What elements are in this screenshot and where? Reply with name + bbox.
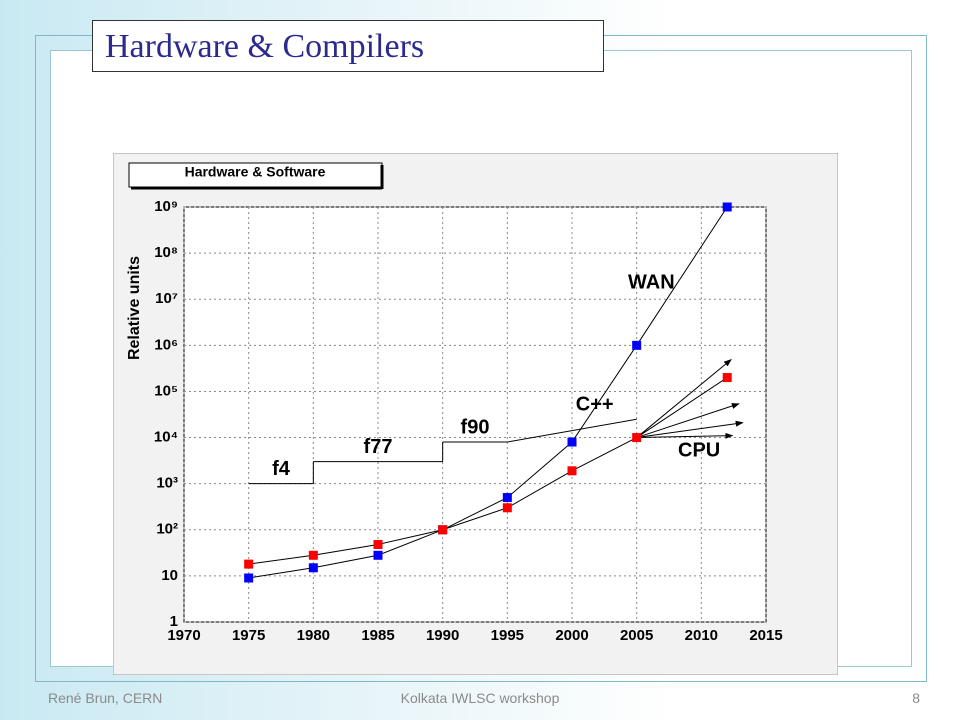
chart-title: Hardware & Software xyxy=(185,164,326,180)
data-point xyxy=(308,550,318,560)
projection-arrow xyxy=(636,403,740,439)
data-point xyxy=(244,559,254,569)
data-point xyxy=(567,437,577,447)
data-point xyxy=(722,373,732,383)
data-point xyxy=(502,493,512,503)
projection-arrow xyxy=(636,432,734,439)
compiler-segment xyxy=(507,418,637,443)
y-tick-label: 10⁶ xyxy=(154,336,178,353)
y-tick-label: 10³ xyxy=(156,475,178,492)
data-point xyxy=(632,340,642,350)
x-tick-label: 2005 xyxy=(620,627,653,644)
footer-center: Kolkata IWLSC workshop xyxy=(400,690,560,706)
data-point xyxy=(308,563,318,573)
data-point xyxy=(373,550,383,560)
data-point xyxy=(244,573,254,583)
y-tick-label: 10⁵ xyxy=(154,382,178,399)
y-tick-label: 1 xyxy=(170,613,178,630)
series-label: WAN xyxy=(628,271,675,293)
series-label: CPU xyxy=(678,439,720,461)
series-line xyxy=(248,377,728,565)
series-line xyxy=(248,206,728,579)
plot-area xyxy=(183,206,767,623)
data-point xyxy=(438,525,448,535)
y-axis-label: Relative units xyxy=(126,256,143,360)
projection-arrow xyxy=(636,358,732,438)
compiler-label: f90 xyxy=(461,416,490,438)
data-point xyxy=(502,503,512,513)
y-tick-label: 10⁹ xyxy=(154,198,178,215)
y-tick-label: 10 xyxy=(161,567,178,584)
compiler-label: f4 xyxy=(272,458,291,480)
x-tick-label: 1995 xyxy=(491,627,524,644)
page-number: 8 xyxy=(912,690,920,706)
y-tick-label: 10⁴ xyxy=(154,429,178,446)
projection-arrow xyxy=(636,420,744,439)
x-tick-label: 2015 xyxy=(749,627,782,644)
y-tick-label: 10² xyxy=(156,521,178,538)
data-point xyxy=(567,466,577,476)
x-tick-label: 2010 xyxy=(685,627,718,644)
chart: Hardware & Software Relative units 1 10 10… xyxy=(113,153,838,675)
data-point xyxy=(373,539,383,549)
x-tick-label: 1980 xyxy=(297,627,330,644)
x-tick-label: 1985 xyxy=(361,627,394,644)
slide-title: Hardware & Compilers xyxy=(92,20,604,72)
y-tick-label: 10⁷ xyxy=(155,290,178,307)
x-tick-label: 1990 xyxy=(426,627,459,644)
footer-left: René Brun, CERN xyxy=(48,690,163,706)
x-tick-label: 1970 xyxy=(167,627,200,644)
compiler-label: f77 xyxy=(364,436,393,458)
x-tick-label: 2000 xyxy=(555,627,588,644)
compiler-label: C++ xyxy=(576,393,614,415)
data-point xyxy=(722,202,732,212)
data-point xyxy=(632,433,642,443)
y-tick-label: 10⁸ xyxy=(154,244,178,261)
x-tick-label: 1975 xyxy=(232,627,265,644)
